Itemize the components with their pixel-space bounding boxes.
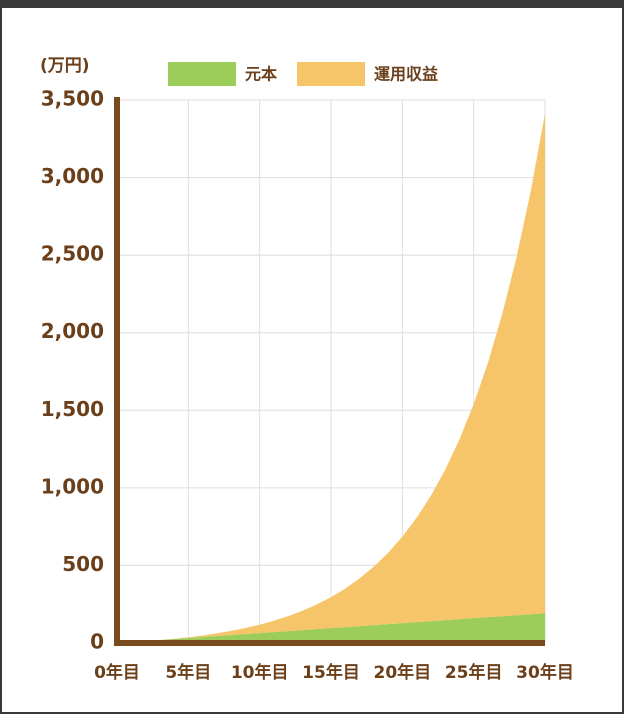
y-tick-label: 1,500 bbox=[41, 397, 104, 421]
x-tick-label: 30年目 bbox=[516, 662, 574, 683]
legend-label: 元本 bbox=[245, 65, 277, 84]
x-tick-label: 25年目 bbox=[445, 662, 503, 683]
legend-swatch bbox=[168, 62, 236, 86]
x-tick-label: 20年目 bbox=[373, 662, 431, 683]
area bbox=[117, 113, 545, 643]
x-tick-label: 0年目 bbox=[94, 662, 140, 683]
y-tick-label: 0 bbox=[90, 630, 104, 654]
y-tick-label: 2,500 bbox=[41, 242, 104, 266]
y-tick-label: 2,000 bbox=[41, 319, 104, 343]
y-axis-label: (万円) bbox=[40, 56, 90, 76]
y-tick-label: 3,000 bbox=[41, 164, 104, 188]
x-tick-label: 15年目 bbox=[302, 662, 360, 683]
x-tick-label: 10年目 bbox=[231, 662, 289, 683]
y-tick-label: 500 bbox=[62, 552, 104, 576]
legend-label: 運用収益 bbox=[374, 65, 438, 84]
y-tick-label: 3,500 bbox=[41, 87, 104, 111]
legend-swatch bbox=[297, 62, 365, 86]
x-tick-label: 5年目 bbox=[165, 662, 211, 683]
y-tick-label: 1,000 bbox=[41, 474, 104, 498]
